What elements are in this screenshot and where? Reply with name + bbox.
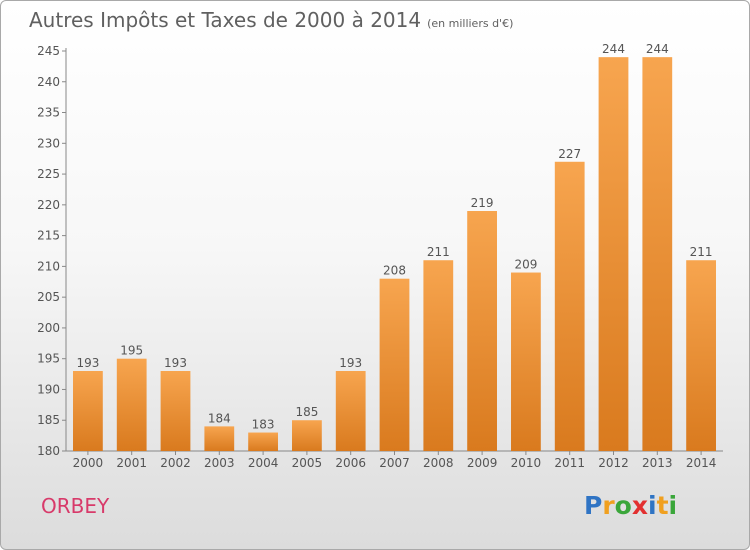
logo-letter: t — [656, 491, 669, 520]
bar-2003 — [204, 426, 235, 451]
bar-value-label: 208 — [383, 264, 406, 278]
y-tick-label: 225 — [37, 167, 60, 181]
logo-letter: i — [648, 491, 657, 520]
proxiti-logo: Proxiti — [584, 491, 677, 520]
y-tick-label: 245 — [37, 44, 60, 58]
y-tick-label: 240 — [37, 75, 60, 89]
bar-2012 — [598, 57, 629, 452]
chart-bars: 193 195 193 184 183 185 193 208 211 219 209 227 244 2… — [73, 42, 716, 452]
x-tick-label: 2009 — [467, 456, 498, 470]
chart-subtitle: (en milliers d'€) — [427, 17, 514, 30]
x-tick-label: 2006 — [335, 456, 366, 470]
bar-2006 — [335, 371, 366, 451]
bar-2000 — [73, 371, 103, 451]
x-tick-label: 2010 — [511, 456, 542, 470]
y-tick-label: 185 — [37, 413, 60, 427]
bar-2011 — [554, 161, 585, 451]
x-tick-label: 2001 — [116, 456, 147, 470]
bar-value-label: 211 — [690, 245, 713, 259]
x-tick-label: 2005 — [292, 456, 323, 470]
x-tick-label: 2011 — [554, 456, 585, 470]
y-tick-label: 200 — [37, 321, 60, 335]
y-tick-label: 190 — [37, 382, 60, 396]
y-tick-label: 220 — [37, 198, 60, 212]
bar-value-label: 193 — [339, 356, 362, 370]
x-tick-label: 2012 — [598, 456, 629, 470]
x-tick-label: 2014 — [686, 456, 717, 470]
bar-2002 — [160, 371, 191, 451]
bar-value-label: 193 — [76, 356, 99, 370]
bar-2013 — [642, 57, 673, 452]
x-tick-label: 2004 — [248, 456, 279, 470]
y-tick-label: 210 — [37, 259, 60, 273]
bar-value-label: 244 — [602, 42, 625, 56]
logo-letter: x — [631, 491, 648, 520]
bar-value-label: 227 — [558, 147, 581, 161]
y-tick-label: 180 — [37, 444, 60, 458]
bar-value-label: 183 — [252, 418, 275, 432]
chart-title: Autres Impôts et Taxes de 2000 à 2014 (en… — [29, 8, 513, 32]
y-tick-label: 205 — [37, 290, 60, 304]
y-tick-label: 235 — [37, 106, 60, 120]
bar-value-label: 209 — [514, 258, 537, 272]
bar-2004 — [248, 432, 278, 451]
commune-name: ORBEY — [41, 494, 110, 518]
y-tick-label: 195 — [37, 352, 60, 366]
x-tick-label: 2002 — [160, 456, 191, 470]
bar-value-label: 184 — [208, 411, 231, 425]
logo-letter: r — [602, 491, 615, 520]
bar-2010 — [511, 272, 541, 451]
logo-letter: i — [668, 491, 678, 520]
bar-value-label: 195 — [120, 344, 143, 358]
x-tick-label: 2003 — [204, 456, 235, 470]
bar-2009 — [467, 211, 497, 451]
x-tick-label: 2013 — [642, 456, 673, 470]
x-tick-label: 2000 — [73, 456, 104, 470]
y-tick-label: 215 — [37, 229, 60, 243]
x-tick-label: 2007 — [379, 456, 410, 470]
bar-value-label: 185 — [295, 405, 318, 419]
bar-2001 — [116, 358, 147, 451]
title-text: Autres Impôts et Taxes de 2000 à 2014 — [29, 8, 422, 32]
x-tick-label: 2008 — [423, 456, 454, 470]
bar-2007 — [379, 278, 410, 451]
bar-value-label: 219 — [471, 196, 494, 210]
logo-letter: P — [584, 491, 603, 520]
chart-axes: 180 185 190 195 200 205 210 215 220 225 230 235 240 2… — [37, 44, 723, 470]
bar-value-label: 193 — [164, 356, 187, 370]
bar-2005 — [292, 420, 322, 451]
bar-value-label: 211 — [427, 245, 450, 259]
bar-2008 — [423, 260, 454, 451]
bar-2014 — [686, 260, 716, 451]
bar-value-label: 244 — [646, 42, 669, 56]
logo-letter: o — [614, 491, 632, 520]
y-tick-label: 230 — [37, 136, 60, 150]
